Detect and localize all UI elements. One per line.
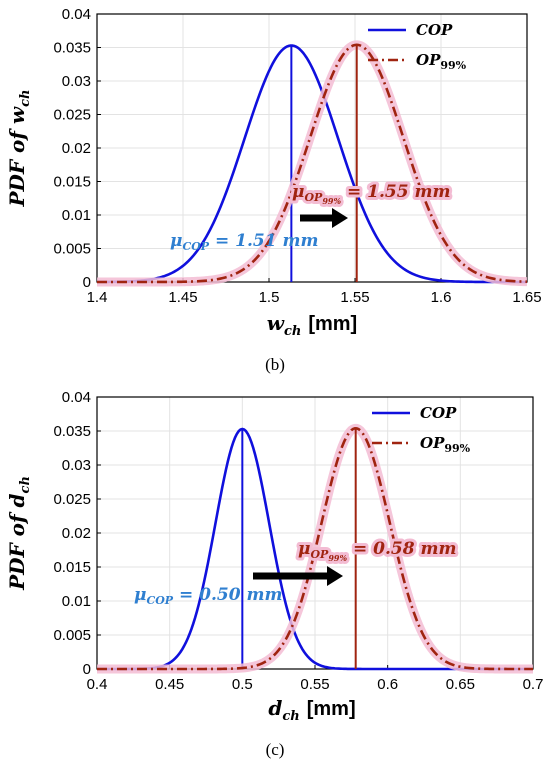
legend: COP OP99% xyxy=(372,404,471,455)
x-tick-label: 1.5 xyxy=(259,289,280,306)
shift-arrow-head xyxy=(332,208,348,228)
x-tick-label: 1.6 xyxy=(431,289,452,306)
legend-label-cop: COP xyxy=(416,21,453,39)
y-tick-label: 0.015 xyxy=(53,174,91,191)
y-tick-label: 0.01 xyxy=(62,593,91,610)
y-tick-label: 0.04 xyxy=(62,389,91,406)
x-tick-label: 0.45 xyxy=(155,676,184,693)
annotation-op99-glow: μOP99% = 0.58 mm xyxy=(298,539,456,563)
x-tick-label: 1.4 xyxy=(87,289,108,306)
series-cop-line xyxy=(96,44,527,284)
legend-label-cop: COP xyxy=(420,404,457,422)
legend-label-op99: OP99% xyxy=(416,51,467,72)
series-op99-line xyxy=(97,43,528,284)
legend: COP OP99% xyxy=(368,21,467,72)
y-tick-label: 0.03 xyxy=(62,457,91,474)
panel-caption: (b) xyxy=(265,355,285,374)
y-tick-label: 0.035 xyxy=(53,40,91,57)
x-axis-label: wch [mm] xyxy=(267,311,357,339)
x-tick-label: 1.45 xyxy=(168,289,197,306)
x-tick-label: 1.55 xyxy=(340,289,369,306)
x-tick-label: 0.6 xyxy=(377,676,398,693)
shift-arrow-head xyxy=(327,566,343,586)
y-tick-label: 0.03 xyxy=(62,73,91,90)
x-tick-label: 0.65 xyxy=(446,676,475,693)
y-tick-label: 0.005 xyxy=(53,241,91,258)
x-tick-label: 0.4 xyxy=(87,676,108,693)
y-tick-label: 0 xyxy=(83,274,91,291)
chart-c: 0.4 0.45 0.5 0.55 0.6 0.65 0.7 0 0.005 0.01 0.015 0… xyxy=(5,389,543,759)
x-axis-label: dch [mm] xyxy=(268,696,355,724)
y-axis-label: PDF of dch xyxy=(5,476,33,591)
x-tick-label: 0.5 xyxy=(232,676,253,693)
series-op99-glow xyxy=(94,423,536,674)
annotation-op99-glow: μOP99% = 1.55 mm xyxy=(292,182,450,206)
legend-label-op99: OP99% xyxy=(420,434,471,455)
y-tick-label: 0.02 xyxy=(62,140,91,157)
y-tick-label: 0.015 xyxy=(53,559,91,576)
annotation-op99-mean: μOP99% = 0.58 mm xyxy=(298,539,456,563)
y-tick-label: 0.025 xyxy=(53,491,91,508)
y-axis-label: PDF of wch xyxy=(5,89,33,207)
y-tick-label: 0.035 xyxy=(53,423,91,440)
annotation-op99-mean: μOP99% = 1.55 mm xyxy=(292,182,450,206)
annotation-cop-mean: μCOP = 0.50 mm xyxy=(134,585,282,607)
x-tick-label: 0.55 xyxy=(300,676,329,693)
y-tick-label: 0.005 xyxy=(53,627,91,644)
panel-caption: (c) xyxy=(266,740,285,759)
y-tick-label: 0.04 xyxy=(62,6,91,23)
chart-b: 1.4 1.45 1.5 1.55 1.6 1.65 0 0.005 0.01 0.015 0.02… xyxy=(5,6,542,374)
y-tick-label: 0.02 xyxy=(62,525,91,542)
y-tick-label: 0 xyxy=(83,661,91,678)
x-tick-label: 1.65 xyxy=(512,289,541,306)
x-tick-label: 0.7 xyxy=(523,676,544,693)
y-tick-label: 0.025 xyxy=(53,107,91,124)
annotation-cop-mean: μCOP = 1.51 mm xyxy=(170,231,318,253)
y-tick-label: 0.01 xyxy=(62,207,91,224)
